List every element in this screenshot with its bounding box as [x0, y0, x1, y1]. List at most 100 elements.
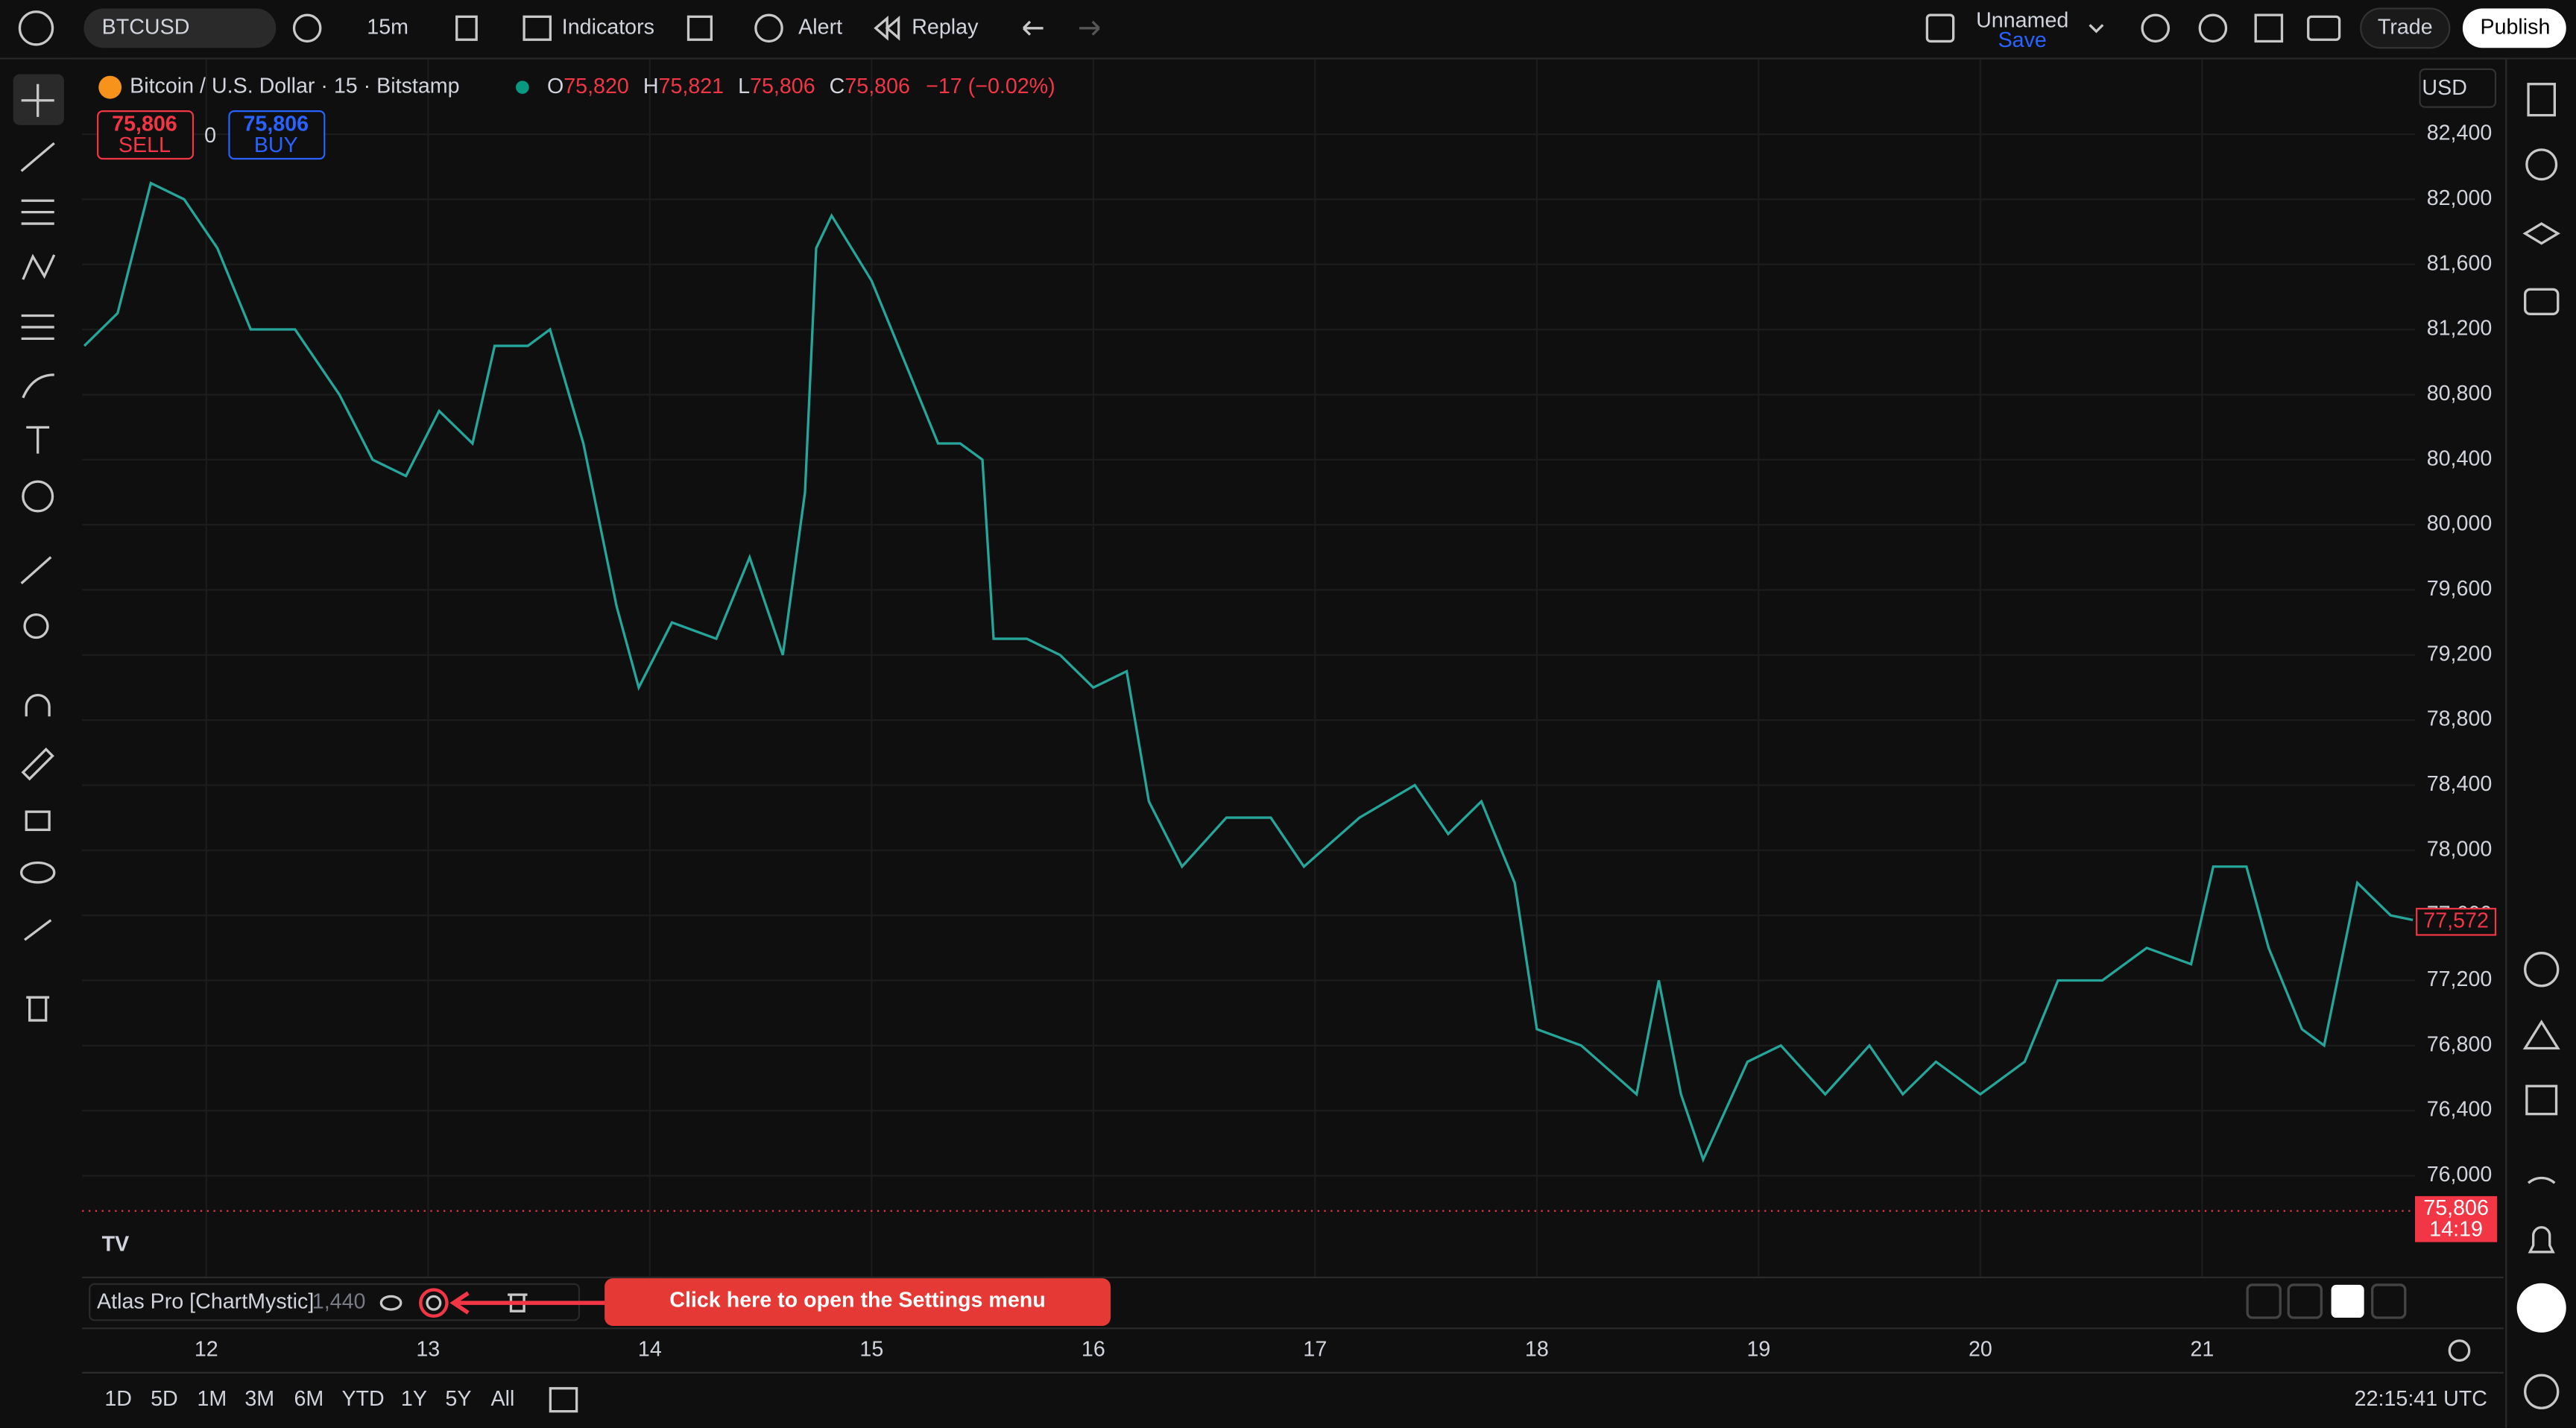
emoji-tool[interactable]	[22, 480, 54, 513]
forecast-tool[interactable]	[21, 314, 54, 341]
undo-button[interactable]	[1022, 20, 1044, 36]
measure-tool[interactable]	[20, 556, 52, 585]
y-tick-label: 82,000	[2427, 186, 2493, 210]
layout-save[interactable]: Save	[1998, 28, 2047, 52]
indicators-icon	[523, 15, 552, 41]
x-tick-label: 16	[1082, 1338, 1105, 1362]
trade-box[interactable]	[2360, 7, 2451, 49]
buy-button[interactable]	[228, 110, 326, 160]
ohlc-label: O	[547, 75, 564, 98]
replay-button[interactable]: Replay	[912, 15, 979, 39]
text-tool[interactable]	[26, 426, 50, 454]
layout-name[interactable]: Unnamed	[1976, 9, 2068, 33]
pattern-tool[interactable]	[22, 253, 56, 280]
x-tick-label: 13	[416, 1338, 440, 1362]
range-button[interactable]: 1M	[197, 1387, 227, 1411]
annotation: Click here to open the Settings menu	[669, 1289, 1045, 1312]
ohlc-value: 75,820	[564, 75, 629, 98]
alert-icon	[754, 13, 783, 43]
symbol-search[interactable]	[83, 8, 277, 48]
lock-tool[interactable]	[25, 810, 51, 832]
screener-button[interactable]	[2524, 952, 2560, 988]
x-tick-label: 17	[1303, 1338, 1327, 1362]
y-tick-label: 81,200	[2427, 317, 2493, 341]
x-tick-label: 18	[1525, 1338, 1549, 1362]
sell-button[interactable]	[97, 110, 195, 160]
goto-date[interactable]	[549, 1387, 578, 1413]
brush-tool[interactable]	[22, 373, 54, 399]
y-tick-label: 77,200	[2427, 967, 2493, 991]
settings-button[interactable]	[2198, 13, 2228, 43]
notifications-button[interactable]	[2528, 1226, 2555, 1254]
y-tick-label: 78,000	[2427, 837, 2493, 861]
range-button[interactable]: 3M	[244, 1387, 274, 1411]
range-button[interactable]: All	[491, 1387, 515, 1411]
interval[interactable]: 15m	[367, 15, 408, 39]
crosshair-tool[interactable]	[21, 83, 54, 117]
axis-settings[interactable]	[2448, 1339, 2471, 1362]
magnet-tool[interactable]	[25, 694, 51, 717]
redo-button[interactable]	[1079, 20, 1100, 36]
alert-button[interactable]: Alert	[798, 15, 842, 39]
y-tick-label: 78,400	[2427, 772, 2493, 796]
zoom-tool[interactable]	[23, 613, 49, 639]
pine-button[interactable]	[2522, 1020, 2560, 1050]
hide-indicator[interactable]	[379, 1295, 402, 1311]
market-status	[516, 80, 529, 94]
currency[interactable]: USD	[2422, 76, 2466, 100]
fib-tool[interactable]	[21, 199, 54, 225]
layout-icon	[1925, 13, 1955, 43]
range-button[interactable]: 6M	[294, 1387, 323, 1411]
layout-menu[interactable]	[2089, 24, 2104, 34]
x-tick-label: 21	[2190, 1338, 2214, 1362]
chart-type-button[interactable]	[455, 15, 478, 41]
range-button[interactable]: 5Y	[445, 1387, 471, 1411]
collapse-pane[interactable]	[2331, 1284, 2364, 1318]
settings-indicator[interactable]	[419, 1288, 449, 1318]
range-button[interactable]: 1Y	[401, 1387, 427, 1411]
help-button[interactable]	[2524, 1374, 2560, 1409]
compare-button[interactable]	[292, 13, 322, 43]
range-button[interactable]: 5D	[151, 1387, 178, 1411]
fullscreen-button[interactable]	[2254, 13, 2284, 43]
plot: 76,00076,40076,80077,20077,60078,00078,4…	[82, 59, 2493, 1277]
spread: 0	[204, 124, 216, 148]
news-button[interactable]	[2527, 1176, 2556, 1184]
move-up[interactable]	[2246, 1283, 2282, 1319]
range-button[interactable]: YTD	[341, 1387, 384, 1411]
apps-button[interactable]	[2516, 1283, 2566, 1333]
publish-button[interactable]: Publish	[2480, 15, 2550, 39]
quick-search[interactable]	[2141, 13, 2171, 43]
range-button[interactable]: 1D	[104, 1387, 132, 1411]
x-tick-label: 19	[1746, 1338, 1770, 1362]
currency-box[interactable]	[2419, 68, 2497, 108]
delete-pane[interactable]	[2287, 1283, 2323, 1319]
snapshot-button[interactable]	[2307, 15, 2341, 41]
remove-tool[interactable]	[26, 996, 50, 1022]
y-tick-label: 82,400	[2427, 121, 2493, 145]
indicators-button[interactable]: Indicators	[562, 15, 654, 39]
publish-box[interactable]	[2462, 8, 2566, 48]
y-tick-label: 79,200	[2427, 642, 2493, 666]
watchlist-button[interactable]	[2527, 83, 2556, 117]
settings-icon	[426, 1295, 442, 1311]
maximize-pane[interactable]	[2371, 1283, 2407, 1319]
buy-label: BUY	[254, 133, 298, 157]
templates-button[interactable]	[686, 15, 713, 41]
calendar-button[interactable]	[2525, 1084, 2558, 1116]
alerts-button[interactable]	[2525, 148, 2558, 181]
link-tool[interactable]	[24, 919, 52, 941]
trade-button[interactable]: Trade	[2378, 15, 2433, 39]
indicator-value: 1,440	[312, 1290, 366, 1314]
ohlc-label: L	[738, 75, 750, 98]
lock-drawings-tool[interactable]	[21, 748, 54, 781]
trendline-tool[interactable]	[20, 142, 55, 172]
change: −17 (−0.02%)	[926, 75, 1055, 98]
last-price-box	[2416, 908, 2497, 936]
objects-button[interactable]	[2522, 222, 2560, 245]
ohlc-label: H	[643, 75, 659, 98]
hide-tool[interactable]	[20, 861, 56, 884]
logo[interactable]	[18, 10, 54, 46]
ohlc-value: 75,806	[750, 75, 815, 98]
chats-button[interactable]	[2524, 288, 2560, 315]
